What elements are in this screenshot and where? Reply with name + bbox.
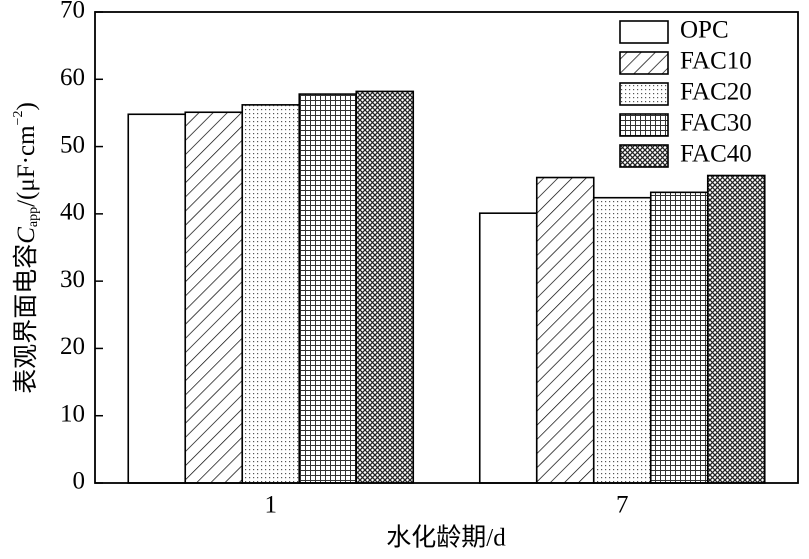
legend-swatch	[619, 144, 669, 168]
legend-swatch	[619, 113, 669, 137]
y-label-exponent: −2	[11, 111, 26, 126]
legend-label: FAC40	[680, 141, 752, 168]
bar	[592, 196, 652, 484]
legend-swatch	[619, 82, 669, 106]
y-tick-label: 60	[60, 64, 85, 91]
y-tick-label: 0	[73, 468, 86, 495]
bar	[184, 111, 244, 484]
bar	[535, 176, 595, 484]
bar	[355, 90, 415, 484]
y-tick-label: 70	[60, 0, 85, 24]
legend-label: OPC	[680, 17, 729, 44]
bar	[298, 93, 358, 484]
bar	[649, 191, 709, 484]
bar	[241, 104, 301, 484]
x-tick-label: 7	[616, 492, 629, 519]
y-label-subscript: app	[26, 207, 41, 227]
y-axis-label: 表观界面电容Capp/(μF·cm−2)	[11, 102, 41, 394]
y-label-symbol: C	[13, 227, 40, 244]
bar	[706, 174, 766, 484]
y-tick-label: 10	[60, 400, 85, 427]
legend-label: FAC10	[680, 48, 752, 75]
legend-label: FAC30	[680, 110, 752, 137]
y-tick-label: 20	[60, 333, 85, 360]
y-tick-label: 50	[60, 131, 85, 158]
bar	[127, 113, 187, 484]
y-label-unit: /(μF·cm	[13, 125, 40, 207]
plot-frame	[94, 11, 799, 484]
y-tick-label: 30	[60, 266, 85, 293]
x-axis-label: 水化龄期/d	[386, 524, 506, 552]
x-tick-label: 1	[265, 492, 278, 519]
legend-label: FAC20	[680, 79, 752, 106]
legend-swatch	[619, 20, 669, 44]
y-label-close: )	[13, 102, 40, 110]
bar	[478, 212, 538, 484]
y-label-text: 表观界面电容	[12, 244, 40, 394]
y-tick-label: 40	[60, 199, 85, 226]
legend-swatch	[619, 51, 669, 75]
